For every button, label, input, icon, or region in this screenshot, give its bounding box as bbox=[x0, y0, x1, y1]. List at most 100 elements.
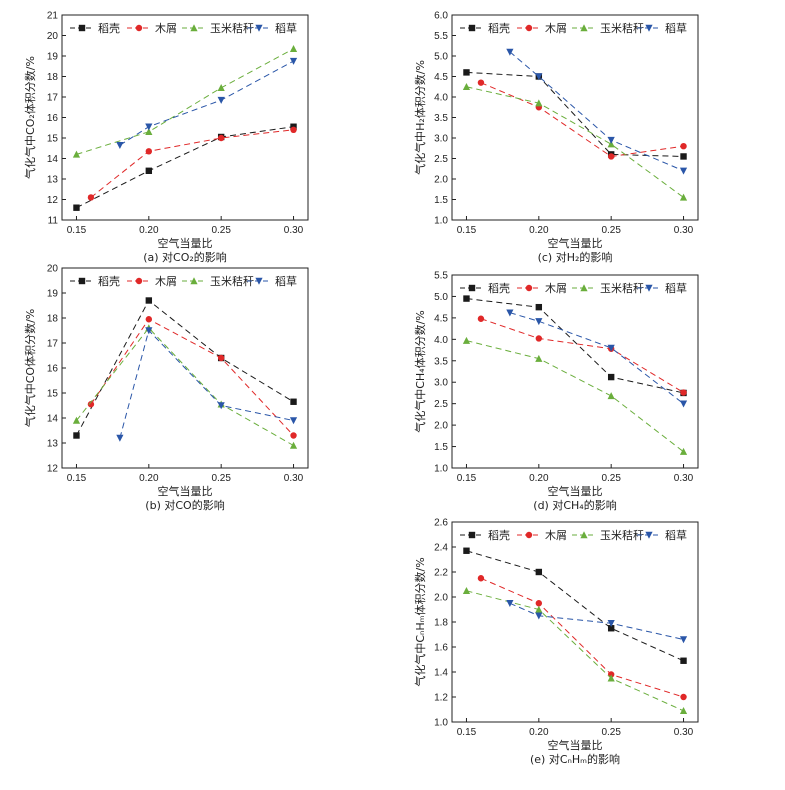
data-point bbox=[680, 143, 687, 150]
series-line bbox=[509, 51, 684, 172]
data-point bbox=[87, 401, 95, 408]
chart-a: 11 12 13 14 15 16 17 18 19 20 21 0.15 0.20 0.25 0.30 空气… bbox=[23, 11, 309, 264]
legend: 稻壳 木屑 玉米秸秆 稻草 bbox=[460, 528, 687, 542]
legend-marker bbox=[468, 284, 476, 292]
data-point bbox=[145, 327, 153, 335]
legend-label: 木屑 bbox=[545, 529, 567, 542]
data-point bbox=[680, 153, 687, 160]
legend-label: 稻壳 bbox=[488, 281, 510, 295]
series-line bbox=[480, 318, 684, 393]
series-line bbox=[76, 327, 294, 446]
legend-marker bbox=[78, 277, 86, 285]
series-1 bbox=[477, 79, 687, 160]
data-point bbox=[217, 96, 225, 104]
chart-caption: (d) 对CH₄的影响 bbox=[533, 498, 616, 512]
y-axis-label: 气化气中CₙHₘ体积分数/% bbox=[413, 557, 427, 686]
data-point bbox=[679, 447, 688, 455]
data-point bbox=[217, 134, 225, 142]
x-tick-label: 0.25 bbox=[211, 473, 231, 484]
y-tick-label: 17 bbox=[47, 339, 59, 350]
series-1 bbox=[87, 126, 297, 201]
y-tick-label: 19 bbox=[47, 289, 59, 300]
data-point bbox=[607, 674, 615, 682]
series-2 bbox=[462, 82, 688, 201]
data-point bbox=[535, 600, 543, 607]
y-tick-label: 2.5 bbox=[434, 399, 448, 410]
data-point bbox=[679, 193, 688, 201]
x-tick-label: 0.25 bbox=[601, 727, 621, 738]
series-line bbox=[480, 577, 684, 698]
data-point bbox=[145, 297, 153, 304]
data-point bbox=[463, 69, 470, 76]
y-tick-label: 1.5 bbox=[434, 195, 448, 206]
legend-label: 稻壳 bbox=[98, 274, 120, 288]
series-1 bbox=[477, 575, 687, 701]
series-0 bbox=[73, 123, 297, 211]
series-line bbox=[119, 329, 294, 439]
legend-label: 稻草 bbox=[275, 22, 297, 35]
legend-label: 稻草 bbox=[665, 22, 687, 35]
legend-marker bbox=[135, 24, 143, 32]
data-point bbox=[506, 600, 514, 608]
data-point bbox=[289, 57, 298, 65]
plot-frame bbox=[451, 521, 699, 723]
y-tick-label: 2.0 bbox=[434, 175, 448, 186]
series-3 bbox=[506, 48, 688, 175]
series-line bbox=[76, 48, 294, 155]
y-tick-label: 4.5 bbox=[434, 72, 448, 83]
data-point bbox=[116, 141, 124, 149]
y-tick-label: 14 bbox=[47, 154, 59, 165]
y-tick-label: 16 bbox=[47, 113, 59, 124]
legend-marker bbox=[645, 24, 653, 32]
legend-marker bbox=[645, 284, 653, 292]
data-point bbox=[607, 344, 615, 352]
x-tick-label: 0.15 bbox=[457, 473, 477, 484]
x-tick-label: 0.30 bbox=[284, 225, 304, 236]
data-point bbox=[463, 547, 470, 554]
legend-label: 玉米秸秆 bbox=[600, 529, 644, 542]
series-1 bbox=[87, 316, 297, 439]
y-tick-label: 19 bbox=[47, 52, 59, 63]
legend-label: 稻壳 bbox=[98, 21, 120, 35]
y-tick-label: 5.0 bbox=[434, 292, 448, 303]
series-line bbox=[509, 602, 684, 640]
y-tick-label: 13 bbox=[47, 439, 59, 450]
series-2 bbox=[462, 336, 688, 455]
y-tick-label: 2.6 bbox=[434, 518, 448, 529]
data-point bbox=[607, 153, 615, 160]
y-tick-label: 18 bbox=[47, 72, 59, 83]
y-tick-label: 3.5 bbox=[434, 113, 448, 124]
data-point bbox=[463, 295, 470, 302]
legend-label: 玉米秸秆 bbox=[210, 275, 254, 288]
series-line bbox=[119, 60, 294, 146]
data-point bbox=[72, 150, 81, 158]
series-line bbox=[76, 126, 294, 209]
series-1 bbox=[477, 315, 687, 396]
data-point bbox=[506, 309, 514, 317]
legend-marker bbox=[580, 531, 588, 539]
data-point bbox=[679, 636, 688, 644]
series-3 bbox=[116, 327, 298, 442]
chart-d: 1.0 1.5 2.0 2.5 3.0 3.5 4.0 4.5 5.0 5.5 0.15 0.20 0.… bbox=[413, 271, 699, 512]
chart-caption: (c) 对H₂的影响 bbox=[538, 250, 613, 264]
data-point bbox=[680, 693, 687, 701]
legend-marker bbox=[78, 24, 86, 32]
y-tick-label: 1.5 bbox=[434, 442, 448, 453]
legend-marker bbox=[525, 24, 533, 32]
legend-marker bbox=[580, 284, 588, 292]
y-tick-label: 5.5 bbox=[434, 31, 448, 42]
data-point bbox=[116, 434, 124, 442]
y-tick-label: 18 bbox=[47, 314, 59, 325]
data-point bbox=[477, 315, 485, 322]
chart-caption: (e) 对CₙHₘ的影响 bbox=[530, 752, 620, 766]
data-point bbox=[72, 416, 81, 424]
data-point bbox=[535, 568, 543, 576]
legend-label: 稻壳 bbox=[488, 21, 510, 35]
data-point bbox=[535, 605, 543, 613]
data-point bbox=[535, 318, 543, 326]
series-line bbox=[466, 298, 684, 394]
legend-label: 木屑 bbox=[545, 22, 567, 35]
series-line bbox=[466, 340, 684, 453]
data-point bbox=[477, 575, 485, 582]
